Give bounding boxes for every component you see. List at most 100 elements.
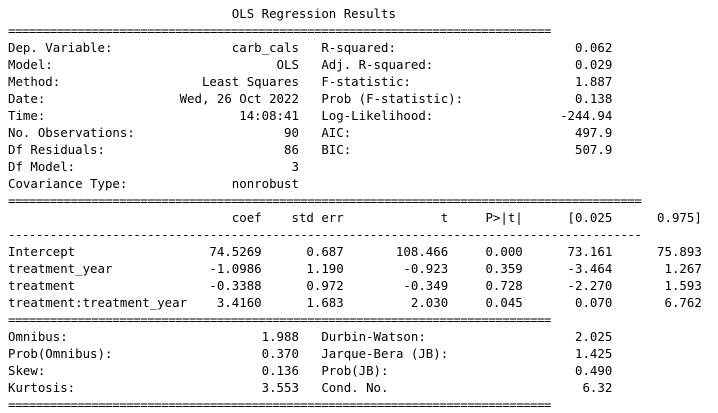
summary-right-value: 0.062 — [470, 40, 613, 55]
summary-row: Dep. Variable: carb_cals R-squared: 0.06… — [8, 39, 702, 56]
diagnostics-left-value: 1.988 — [157, 329, 299, 344]
coef-cell: 0.972 — [261, 278, 344, 293]
gap — [299, 57, 321, 72]
summary-right-label: R-squared: — [321, 40, 471, 55]
summary-row: Model: OLS Adj. R-squared: 0.029 — [8, 56, 702, 73]
coef-cell: 2.030 — [343, 295, 449, 310]
diagnostics-right-label: Durbin-Watson: — [321, 329, 471, 344]
separator-diagnostics-top: ========================================… — [8, 312, 551, 327]
diagnostics-right-value: 0.490 — [470, 363, 613, 378]
summary-left-value: 3 — [157, 159, 299, 174]
summary-left-value: OLS — [157, 57, 299, 72]
summary-right-value: 1.887 — [470, 74, 613, 89]
summary-right-value: 507.9 — [470, 142, 613, 157]
coef-row-name: Intercept — [8, 244, 188, 259]
coef-cell: 75.893 — [612, 244, 702, 259]
gap — [299, 380, 321, 395]
coef-column-header: [0.025 — [522, 210, 613, 225]
report-title: OLS Regression Results — [231, 6, 396, 21]
coef-cell: 0.000 — [448, 244, 523, 259]
summary-right-value: 497.9 — [470, 125, 613, 140]
coef-cell: 6.762 — [612, 295, 702, 310]
coef-cell: 0.687 — [261, 244, 344, 259]
coef-cell: -0.923 — [343, 261, 449, 276]
summary-row: Method: Least Squares F-statistic: 1.887 — [8, 73, 702, 90]
summary-row: Time: 14:08:41 Log-Likelihood: -244.94 — [8, 107, 702, 124]
summary-right-value: -244.94 — [470, 108, 613, 123]
gap — [299, 142, 321, 157]
diagnostics-left-value: 0.370 — [157, 346, 299, 361]
diagnostics-left-label: Kurtosis: — [8, 380, 158, 395]
separator-coef-header: ----------------------------------------… — [8, 227, 642, 242]
coef-column-header: 0.975] — [612, 210, 702, 225]
summary-right-label: Adj. R-squared: — [321, 57, 471, 72]
summary-left-label: Df Residuals: — [8, 142, 158, 157]
coef-cell: 1.683 — [261, 295, 344, 310]
summary-right-label: F-statistic: — [321, 74, 471, 89]
summary-row: Df Residuals: 86 BIC: 507.9 — [8, 141, 702, 158]
gap — [299, 329, 321, 344]
diagnostics-row: Omnibus: 1.988 Durbin-Watson: 2.025 — [8, 328, 702, 345]
summary-left-label: Df Model: — [8, 159, 158, 174]
diagnostics-right-label: Cond. No. — [321, 380, 471, 395]
summary-left-label: Covariance Type: — [8, 176, 158, 191]
gap — [299, 40, 321, 55]
summary-left-label: No. Observations: — [8, 125, 158, 140]
coef-cell: -0.3388 — [187, 278, 262, 293]
gap — [299, 125, 321, 140]
diagnostics-row: Kurtosis: 3.553 Cond. No. 6.32 — [8, 379, 702, 396]
summary-left-label: Model: — [8, 57, 158, 72]
coef-cell: 1.593 — [612, 278, 702, 293]
coef-column-header: P>|t| — [448, 210, 523, 225]
coef-column-header: coef — [187, 210, 262, 225]
coef-header-row: coef std err t P>|t| [0.025 0.975] — [8, 209, 702, 226]
coef-cell: 3.4160 — [187, 295, 262, 310]
diagnostics-right-label: Jarque-Bera (JB): — [321, 346, 471, 361]
coef-cell: 1.267 — [612, 261, 702, 276]
ols-regression-report: OLS Regression Results ==================… — [8, 5, 702, 413]
diagnostics-left-label: Omnibus: — [8, 329, 158, 344]
coef-cell: 0.359 — [448, 261, 523, 276]
gap — [299, 91, 321, 106]
summary-right-value: 0.138 — [470, 91, 613, 106]
coef-cell: -1.0986 — [187, 261, 262, 276]
summary-row: Covariance Type: nonrobust — [8, 175, 702, 192]
coef-cell: 0.728 — [448, 278, 523, 293]
summary-left-value: nonrobust — [157, 176, 299, 191]
coef-header-spacer — [8, 210, 187, 225]
summary-right-value: 0.029 — [470, 57, 613, 72]
summary-right-label: Prob (F-statistic): — [321, 91, 471, 106]
coef-row: treatment:treatment_year 3.4160 1.683 2.… — [8, 294, 702, 311]
coef-cell: -3.464 — [522, 261, 613, 276]
summary-left-value: 86 — [157, 142, 299, 157]
summary-row: Date: Wed, 26 Oct 2022 Prob (F-statistic… — [8, 90, 702, 107]
gap — [299, 108, 321, 123]
diagnostics-row: Prob(Omnibus): 0.370 Jarque-Bera (JB): 1… — [8, 345, 702, 362]
separator-coef-top: ========================================… — [8, 193, 642, 208]
coef-row: treatment -0.3388 0.972 -0.349 0.728 -2.… — [8, 277, 702, 294]
coef-row-name: treatment_year — [8, 261, 188, 276]
summary-row: No. Observations: 90 AIC: 497.9 — [8, 124, 702, 141]
summary-left-label: Dep. Variable: — [8, 40, 158, 55]
report-title-line: OLS Regression Results — [8, 5, 702, 22]
separator-bottom: ========================================… — [8, 397, 551, 412]
diagnostics-right-value: 2.025 — [470, 329, 613, 344]
summary-left-value: carb_cals — [157, 40, 299, 55]
coef-column-header: t — [343, 210, 449, 225]
title-indent — [8, 6, 232, 21]
summary-left-label: Method: — [8, 74, 158, 89]
diagnostics-left-value: 0.136 — [157, 363, 299, 378]
summary-left-value: Wed, 26 Oct 2022 — [157, 91, 299, 106]
summary-left-value: 90 — [157, 125, 299, 140]
coef-row: treatment_year -1.0986 1.190 -0.923 0.35… — [8, 260, 702, 277]
coef-cell: 1.190 — [261, 261, 344, 276]
coef-cell: 0.045 — [448, 295, 523, 310]
diagnostics-row: Skew: 0.136 Prob(JB): 0.490 — [8, 362, 702, 379]
diagnostics-left-value: 3.553 — [157, 380, 299, 395]
summary-right-label: Log-Likelihood: — [321, 108, 471, 123]
summary-left-label: Date: — [8, 91, 158, 106]
gap — [299, 74, 321, 89]
summary-row: Df Model: 3 — [8, 158, 702, 175]
summary-left-label: Time: — [8, 108, 158, 123]
separator-top: ========================================… — [8, 23, 551, 38]
